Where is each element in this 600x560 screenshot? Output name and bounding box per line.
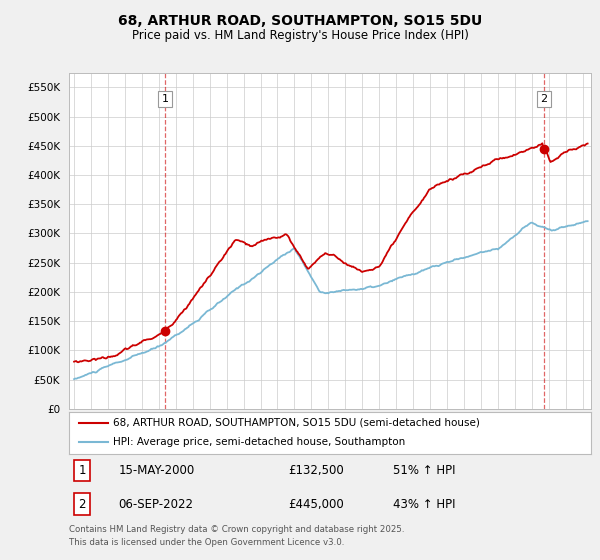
Text: HPI: Average price, semi-detached house, Southampton: HPI: Average price, semi-detached house,…	[113, 437, 406, 447]
Text: 06-SEP-2022: 06-SEP-2022	[119, 497, 194, 511]
Text: Contains HM Land Registry data © Crown copyright and database right 2025.
This d: Contains HM Land Registry data © Crown c…	[69, 525, 404, 547]
Text: 68, ARTHUR ROAD, SOUTHAMPTON, SO15 5DU: 68, ARTHUR ROAD, SOUTHAMPTON, SO15 5DU	[118, 14, 482, 28]
Text: £445,000: £445,000	[288, 497, 344, 511]
Text: 1: 1	[78, 464, 86, 477]
Text: 1: 1	[161, 94, 169, 104]
Text: 68, ARTHUR ROAD, SOUTHAMPTON, SO15 5DU (semi-detached house): 68, ARTHUR ROAD, SOUTHAMPTON, SO15 5DU (…	[113, 418, 480, 428]
Text: 2: 2	[540, 94, 547, 104]
Text: 2: 2	[78, 497, 86, 511]
Text: 15-MAY-2000: 15-MAY-2000	[119, 464, 195, 477]
Text: Price paid vs. HM Land Registry's House Price Index (HPI): Price paid vs. HM Land Registry's House …	[131, 29, 469, 42]
Text: 51% ↑ HPI: 51% ↑ HPI	[392, 464, 455, 477]
Text: 43% ↑ HPI: 43% ↑ HPI	[392, 497, 455, 511]
Text: £132,500: £132,500	[288, 464, 344, 477]
